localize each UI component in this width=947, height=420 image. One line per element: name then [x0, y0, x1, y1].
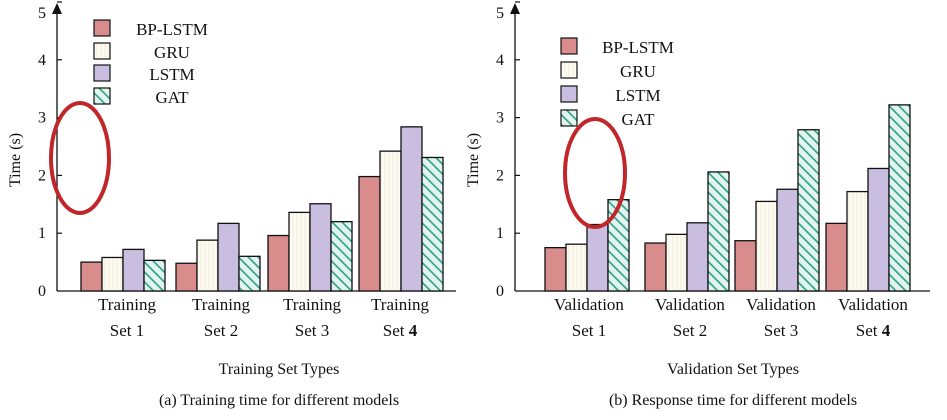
legend-swatch-gat [560, 109, 578, 127]
highlight-ellipse [49, 101, 111, 215]
bar-gat [707, 171, 730, 292]
bar-gat [330, 220, 353, 292]
legend-swatch-lstm [560, 85, 578, 103]
bar-group [544, 104, 911, 292]
legend-swatch-bp-lstm [93, 19, 111, 37]
y-tick-label: 4 [38, 52, 46, 69]
legend-label-gru: GRU [620, 62, 656, 81]
bar-bp-lstm [544, 246, 567, 292]
y-tick-label: 3 [38, 110, 46, 127]
bar-gat [143, 259, 166, 292]
category-label: Training [192, 295, 250, 314]
legend: BP-LSTM GRU LSTM GAT [560, 37, 674, 129]
bar-bp-lstm [825, 222, 848, 292]
category-label: Training [98, 295, 156, 314]
bar-group [80, 126, 444, 292]
x-axis-label: Validation Set Types [667, 361, 799, 378]
bar-gru [665, 233, 688, 292]
bar-bp-lstm [267, 234, 290, 292]
highlight-ellipse [563, 117, 627, 229]
bar-lstm [309, 203, 332, 292]
legend: BP-LSTM GRU LSTM GAT [93, 19, 208, 107]
category-label: Set 2 [673, 321, 707, 340]
bar-lstm [122, 248, 145, 292]
legend-label-bp-lstm: BP-LSTM [602, 38, 674, 57]
bar-gat [888, 104, 911, 292]
bar-gru [379, 150, 402, 292]
y-axis-arrow [52, 3, 62, 14]
bar-gat [607, 199, 630, 292]
bar-bp-lstm [734, 240, 757, 292]
category-label: Set 3 [764, 321, 798, 340]
chart-caption: (a) Training time for different models [159, 392, 399, 409]
y-tick-label: 5 [38, 5, 46, 22]
category-label-group: Training Set 1 Training Set 2 Training Set 3 T… [98, 295, 429, 340]
y-axis-arrow [510, 3, 520, 14]
y-axis-label: Time (s) [7, 133, 24, 187]
category-label: Training [283, 295, 341, 314]
category-label: Validation [655, 295, 725, 314]
y-tick-label: 2 [496, 167, 504, 184]
category-label: Validation [554, 295, 624, 314]
y-tick-label: 0 [496, 283, 504, 300]
x-axis-label: Training Set Types [219, 361, 340, 378]
y-tick-label: 5 [496, 5, 504, 22]
bar-lstm [867, 167, 890, 292]
legend-label-gat: GAT [621, 110, 655, 129]
category-label: Set 1 [572, 321, 606, 340]
bar-lstm [776, 188, 799, 292]
legend-swatch-gru [93, 42, 111, 60]
y-tick-label: 3 [496, 110, 504, 127]
legend-swatch-gat [93, 87, 111, 105]
bar-bp-lstm [358, 175, 381, 292]
category-label: Set 4 [383, 321, 418, 340]
legend-swatch-bp-lstm [560, 37, 578, 55]
legend-label-lstm: LSTM [149, 65, 194, 84]
bar-lstm [686, 222, 709, 292]
y-tick-label: 0 [38, 283, 46, 300]
bar-lstm [217, 222, 240, 292]
legend-label-gru: GRU [154, 43, 190, 62]
category-label-group: Validation Set 1 Validation Set 2 Validation… [554, 295, 908, 340]
y-tick-label: 2 [38, 167, 46, 184]
y-tick-label: 1 [38, 225, 46, 242]
bar-gru [846, 190, 869, 292]
bar-gru [565, 243, 588, 292]
bar-bp-lstm [80, 261, 103, 292]
category-label: Set 4 [856, 321, 891, 340]
bar-gru [288, 211, 311, 292]
category-label: Validation [746, 295, 816, 314]
bar-gru [196, 239, 219, 292]
chart-caption: (b) Response time for different models [609, 392, 857, 409]
y-axis-label: Time (s) [465, 133, 482, 187]
legend-swatch-lstm [93, 64, 111, 82]
y-tick-group: 0 1 2 3 4 5 [496, 1, 520, 300]
category-label: Set 1 [110, 321, 144, 340]
bar-bp-lstm [175, 262, 198, 292]
bar-lstm [400, 126, 423, 292]
bar-gat [421, 156, 444, 292]
bar-gru [755, 200, 778, 292]
legend-label-bp-lstm: BP-LSTM [136, 20, 208, 39]
legend-label-lstm: LSTM [615, 86, 660, 105]
legend-swatch-gru [560, 61, 578, 79]
bar-gru [101, 256, 124, 292]
category-label: Training [371, 295, 429, 314]
bar-lstm [586, 223, 609, 292]
bar-gat [238, 255, 261, 292]
category-label: Set 2 [204, 321, 238, 340]
y-tick-label: 1 [496, 225, 504, 242]
y-tick-label: 4 [496, 52, 504, 69]
category-label: Validation [838, 295, 908, 314]
category-label: Set 3 [295, 321, 329, 340]
bar-bp-lstm [644, 242, 667, 292]
bar-gat [797, 129, 820, 292]
legend-label-gat: GAT [155, 88, 189, 107]
